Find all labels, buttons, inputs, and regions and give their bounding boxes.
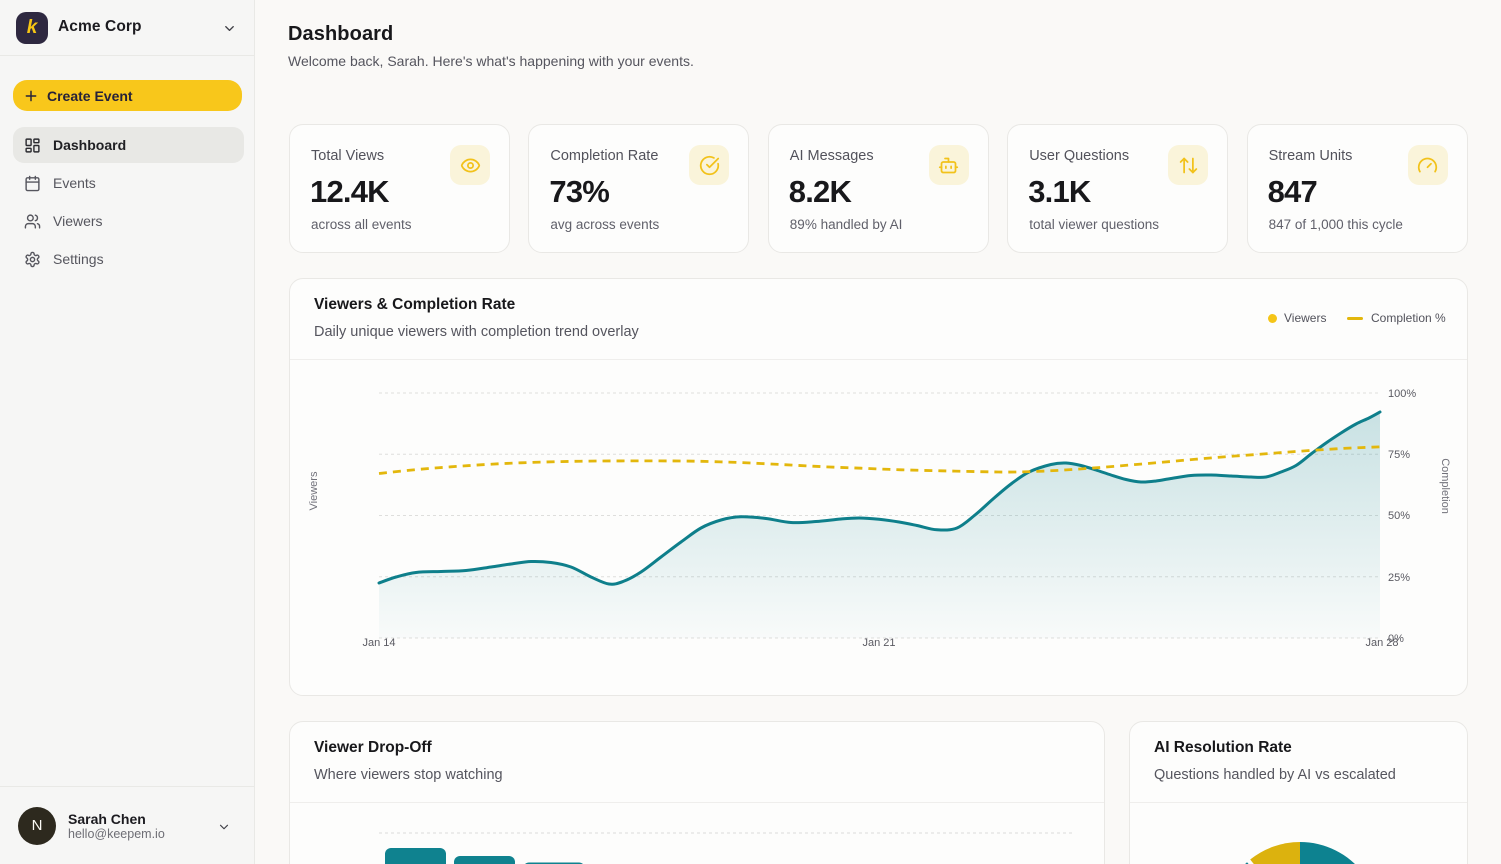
svg-text:25%: 25%	[1388, 572, 1410, 584]
svg-text:Jan 21: Jan 21	[862, 637, 895, 649]
svg-text:0%: 0%	[1388, 633, 1404, 645]
svg-text:75%: 75%	[1388, 449, 1410, 461]
svg-text:100%: 100%	[1388, 388, 1416, 400]
svg-text:Jan 28: Jan 28	[1365, 637, 1398, 649]
svg-text:50%: 50%	[1388, 510, 1410, 522]
svg-text:Viewers: Viewers	[308, 471, 320, 510]
svg-text:Completion: Completion	[1439, 458, 1451, 514]
svg-text:Jan 14: Jan 14	[362, 637, 395, 649]
